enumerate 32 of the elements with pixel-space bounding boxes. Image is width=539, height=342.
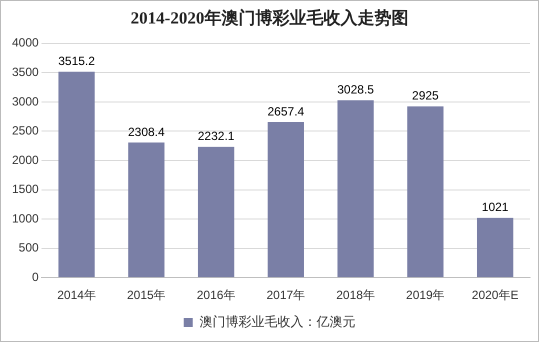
bar [58,72,95,278]
legend-label: 澳门博彩业毛收入：亿澳元 [199,314,356,330]
x-tick-label: 2014年 [57,288,96,302]
x-tick-label: 2018年 [336,288,375,302]
bar [198,146,234,278]
y-tick-label: 1000 [12,211,40,226]
y-tick-label: 3500 [12,64,40,79]
x-tick-label: 2017年 [266,288,306,302]
bar [128,142,164,278]
x-tick-label: 2020年E [472,288,518,302]
x-tick-label: 2015年 [126,288,166,302]
data-label: 3028.5 [337,82,374,97]
data-label: 1021 [482,200,509,214]
bar [407,106,444,278]
y-tick-label: 500 [18,240,40,255]
data-label: 2657.4 [267,104,305,118]
data-label: 2925 [412,88,440,103]
y-tick-label: 4000 [12,36,40,50]
chart-title: 2014-2020年澳门博彩业毛收入走势图 [130,8,408,28]
y-tick-label: 3000 [12,94,40,108]
data-label: 2308.4 [128,124,166,139]
bar [476,218,514,278]
y-tick-label: 1500 [12,182,40,196]
y-tick-label: 0 [32,270,40,284]
y-tick-label: 2500 [12,124,40,138]
bar [268,122,304,278]
bar [337,100,374,278]
data-label: 2232.1 [198,129,235,144]
x-tick-label: 2016年 [196,288,236,302]
data-label: 3515.2 [58,54,96,68]
y-tick-label: 2000 [12,152,40,167]
x-tick-label: 2019年 [406,288,445,302]
